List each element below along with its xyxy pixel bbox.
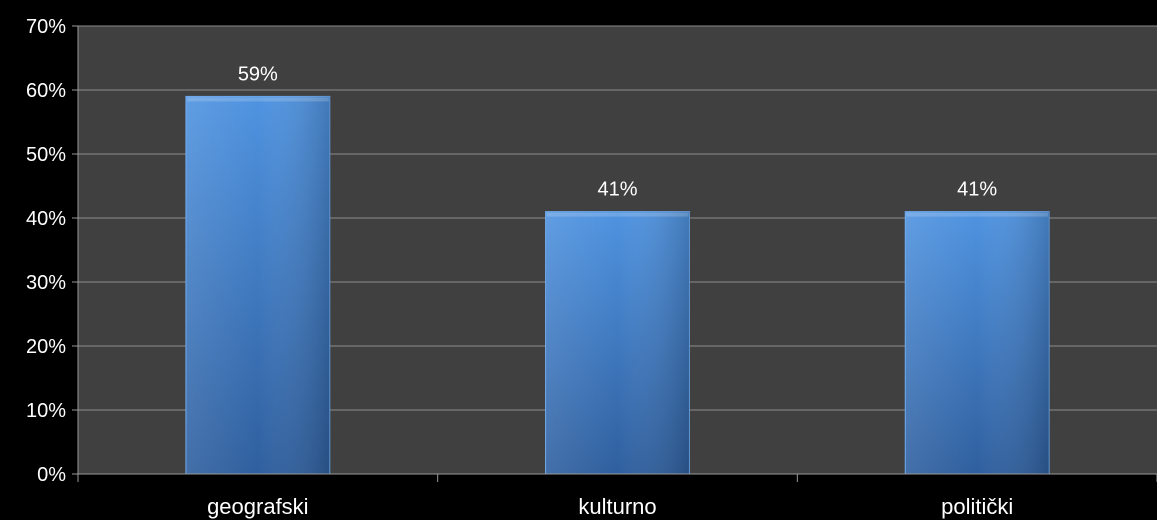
data-label: 41% [957, 179, 997, 201]
bar-shading [185, 96, 330, 475]
y-tick-label: 50% [26, 144, 66, 166]
x-tick-label: geografski [207, 494, 309, 519]
axes [72, 25, 1157, 482]
y-tick-label: 20% [26, 336, 66, 358]
y-tick-label: 10% [26, 400, 66, 422]
labels: 0% 10% 20% 30% 40% 50% 60% 70% 59% geografski 41% k… [26, 16, 1013, 519]
y-tick-label: 70% [26, 16, 66, 38]
y-tick-label: 60% [26, 80, 66, 102]
data-label: 41% [597, 179, 637, 201]
x-tick-label: politički [941, 494, 1013, 519]
bar-shading [905, 211, 1050, 474]
bar-shading [545, 211, 690, 474]
data-label: 59% [238, 63, 278, 85]
bar-highlight [186, 97, 329, 102]
y-tick-label: 0% [37, 464, 66, 486]
bar-highlight [546, 212, 689, 217]
bars [185, 95, 1050, 475]
y-tick-label: 40% [26, 208, 66, 230]
y-tick-label: 30% [26, 272, 66, 294]
bar-highlight [906, 212, 1049, 217]
x-tick-label: kulturno [578, 494, 656, 519]
